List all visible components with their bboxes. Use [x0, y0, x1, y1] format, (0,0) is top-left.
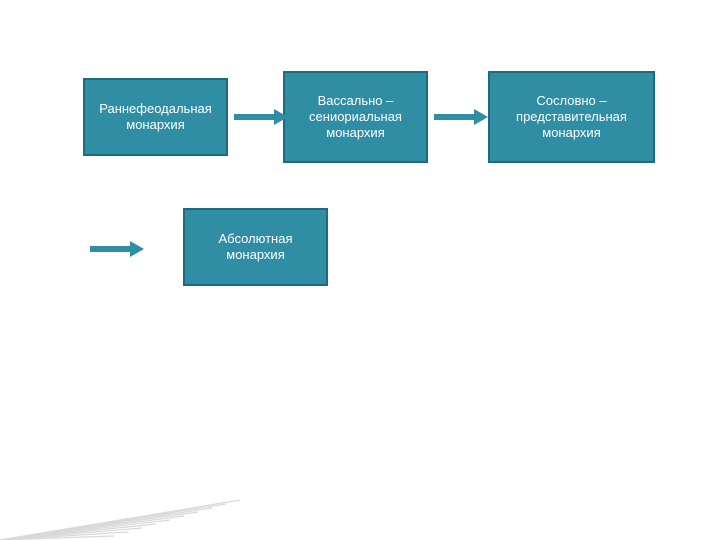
flow-arrow-3 [90, 241, 144, 257]
flow-node-3: Сословно – представительная монархия [488, 71, 655, 163]
flow-arrow-1 [234, 109, 288, 125]
flow-node-2: Вассально – сениориальная монархия [283, 71, 428, 163]
flow-node-1-label: Раннефеодальная монархия [93, 101, 218, 134]
flow-node-4: Абсолютная монархия [183, 208, 328, 286]
stage: { "diagram": { "type": "flowchart", "bac… [0, 0, 720, 540]
flow-node-4-label: Абсолютная монархия [193, 231, 318, 264]
flow-node-2-label: Вассально – сениориальная монархия [293, 93, 418, 142]
corner-art [0, 430, 240, 540]
flow-node-3-label: Сословно – представительная монархия [498, 93, 645, 142]
flow-node-1: Раннефеодальная монархия [83, 78, 228, 156]
flow-arrow-2 [434, 109, 488, 125]
